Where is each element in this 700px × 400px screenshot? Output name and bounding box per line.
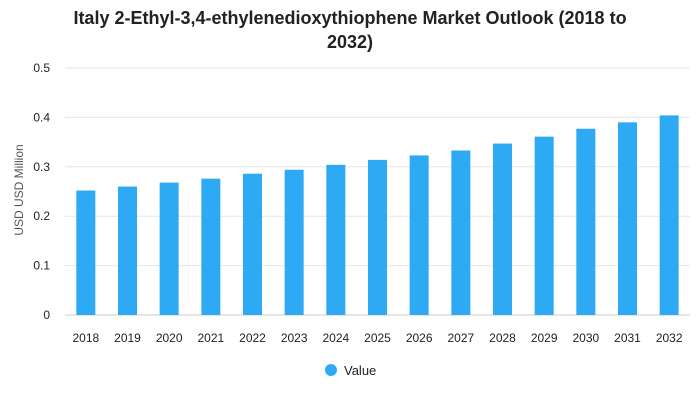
x-tick-label: 2022 [239,331,266,345]
bar [618,122,637,315]
chart-title-line-2: 2032) [327,32,373,52]
y-tick-label: 0.2 [33,209,50,223]
bar [659,115,679,315]
bar [576,128,596,315]
x-tick-label: 2020 [156,331,183,345]
y-tick-label: 0.4 [33,110,50,124]
bar [284,169,304,315]
x-tick-label: 2032 [656,331,683,345]
bar [159,182,179,315]
y-axis-ticks: 0 0.1 0.2 0.3 0.4 0.5 [33,61,50,322]
x-tick-label: 2018 [72,331,99,345]
x-tick-label: 2027 [447,331,474,345]
bar [451,150,471,315]
x-tick-label: 2030 [572,331,599,345]
y-tick-label: 0.3 [33,160,50,174]
y-tick-label: 0.5 [33,61,50,75]
bar [409,155,429,315]
x-tick-label: 2031 [614,331,641,345]
legend-marker [325,364,337,376]
bar [493,143,512,315]
y-axis-title: USD USD Million [12,144,26,235]
bar [368,159,387,315]
x-tick-label: 2029 [531,331,558,345]
x-tick-label: 2025 [364,331,391,345]
x-tick-label: 2028 [489,331,516,345]
y-tick-label: 0.1 [33,259,50,273]
chart-title-line-1: Italy 2-Ethyl-3,4-ethylenedioxythiophene… [73,8,626,28]
bar [243,173,262,315]
bar [76,190,96,315]
y-tick-label: 0 [43,308,50,322]
bar [534,136,554,315]
legend: Value [325,363,376,378]
x-tick-label: 2021 [197,331,224,345]
bar [326,164,346,315]
bar-series [76,115,679,315]
x-tick-label: 2023 [281,331,308,345]
x-axis-ticks: 2018 2019 2020 2021 2022 2023 2024 2025 2026 2027… [72,331,682,345]
x-tick-label: 2024 [322,331,349,345]
x-tick-label: 2019 [114,331,141,345]
bar [118,186,137,315]
bar [201,178,221,315]
legend-label: Value [344,363,376,378]
x-tick-label: 2026 [406,331,433,345]
